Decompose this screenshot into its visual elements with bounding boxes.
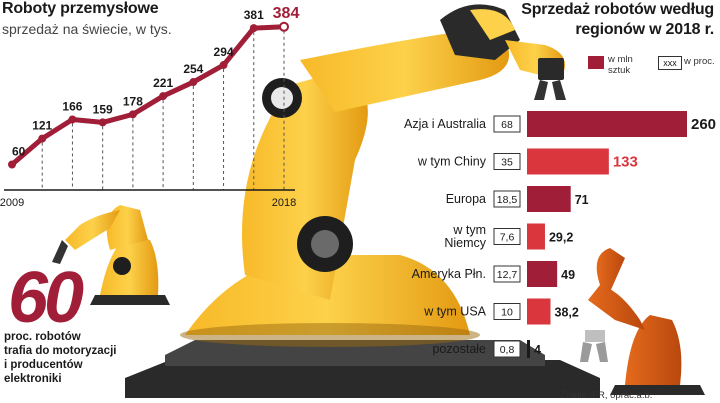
percent-label: 68	[501, 119, 513, 131]
series-line	[9, 24, 287, 167]
percent-label: 10	[501, 307, 513, 319]
callout-line2: trafia do motoryzacji	[4, 345, 117, 357]
data-label: 384	[273, 5, 300, 22]
category-label: Azja i Australia	[404, 117, 486, 131]
sales-line-chart: 60 121 166 159 178 221 254 294 381 384 2009 2018	[0, 5, 300, 209]
bar	[527, 340, 530, 358]
bar	[527, 111, 687, 137]
callout-number: 60	[8, 258, 84, 338]
value-label: 260	[691, 116, 716, 133]
data-label: 254	[183, 62, 203, 76]
right-chart-title: Sprzedaż robotów według regionów w 2018 …	[521, 0, 714, 40]
data-point	[128, 110, 137, 119]
callout-line4: elektroniki	[4, 373, 62, 385]
data-label: 166	[62, 99, 82, 113]
category-label: w tym	[452, 223, 486, 237]
percent-box	[493, 228, 521, 245]
right-chart-title-line1: Sprzedaż robotów według	[521, 1, 714, 18]
percent-label: 7,6	[500, 232, 515, 244]
x-tick-label: 2009	[0, 197, 24, 209]
category-label: w tym Chiny	[417, 155, 487, 169]
data-label: 294	[214, 45, 234, 59]
percent-box	[493, 340, 521, 358]
value-label: 38,2	[555, 306, 579, 320]
percent-box	[493, 153, 521, 170]
bar	[527, 261, 558, 287]
regions-bar-chart: Azja i Australia 68 260 w tym Chiny 35 133 Eur…	[404, 111, 716, 358]
category-label: w tym USA	[423, 305, 486, 319]
data-point	[189, 78, 198, 87]
category-label: Niemcy	[444, 236, 486, 250]
legend-millions-line2: sztuk	[608, 65, 631, 76]
data-point	[38, 134, 47, 143]
value-label: 4	[534, 343, 541, 357]
data-label: 121	[32, 119, 52, 133]
data-label: 178	[123, 94, 143, 108]
percent-label: 0,8	[500, 344, 515, 356]
bar	[527, 298, 551, 325]
value-label: 71	[575, 193, 589, 207]
percent-box	[493, 115, 521, 133]
data-point	[279, 21, 289, 32]
percent-box	[493, 190, 521, 208]
bar	[527, 186, 571, 212]
legend-percent-label: w proc.	[684, 56, 715, 67]
callout-line1: proc. robotów	[4, 331, 81, 343]
data-point	[219, 61, 228, 70]
percent-label: 18,5	[497, 194, 518, 206]
callout-text: proc. robotów trafia do motoryzacji i pr…	[4, 330, 116, 386]
category-label: Ameryka Płn.	[412, 267, 486, 281]
bar	[527, 223, 545, 250]
data-point	[8, 160, 16, 169]
data-label: 60	[12, 145, 26, 159]
value-label: 29,2	[549, 231, 573, 245]
data-point	[249, 24, 258, 33]
data-point	[68, 115, 77, 124]
legend-millions-label: w mln sztuk	[608, 54, 633, 76]
source-note: Źródło IFR, oprac.a.b.	[560, 390, 653, 401]
callout-line3: i producentów	[4, 359, 83, 371]
percent-label: 35	[501, 157, 513, 169]
percent-box	[493, 265, 521, 283]
percent-box	[493, 303, 521, 320]
data-label: 159	[93, 102, 113, 116]
legend-millions-line1: w mln	[608, 54, 633, 65]
left-chart-title: Roboty przemysłowe	[2, 0, 159, 17]
left-chart-subtitle: sprzedaż na świecie, w tys.	[2, 21, 172, 37]
legend-percent-box: xxx	[658, 56, 682, 70]
data-point	[98, 118, 107, 127]
right-chart-title-line2: regionów w 2018 r.	[575, 21, 714, 38]
value-label: 49	[561, 268, 575, 282]
legend-swatch-millions	[588, 56, 604, 69]
value-label: 133	[613, 154, 638, 171]
x-tick-label: 2018	[272, 197, 296, 209]
percent-label: 12,7	[497, 269, 518, 281]
data-point	[159, 92, 168, 101]
bar	[527, 148, 609, 175]
category-label: pozostałe	[432, 342, 486, 356]
category-label: Europa	[446, 192, 486, 206]
data-label: 381	[244, 8, 264, 22]
data-label: 221	[153, 76, 173, 90]
